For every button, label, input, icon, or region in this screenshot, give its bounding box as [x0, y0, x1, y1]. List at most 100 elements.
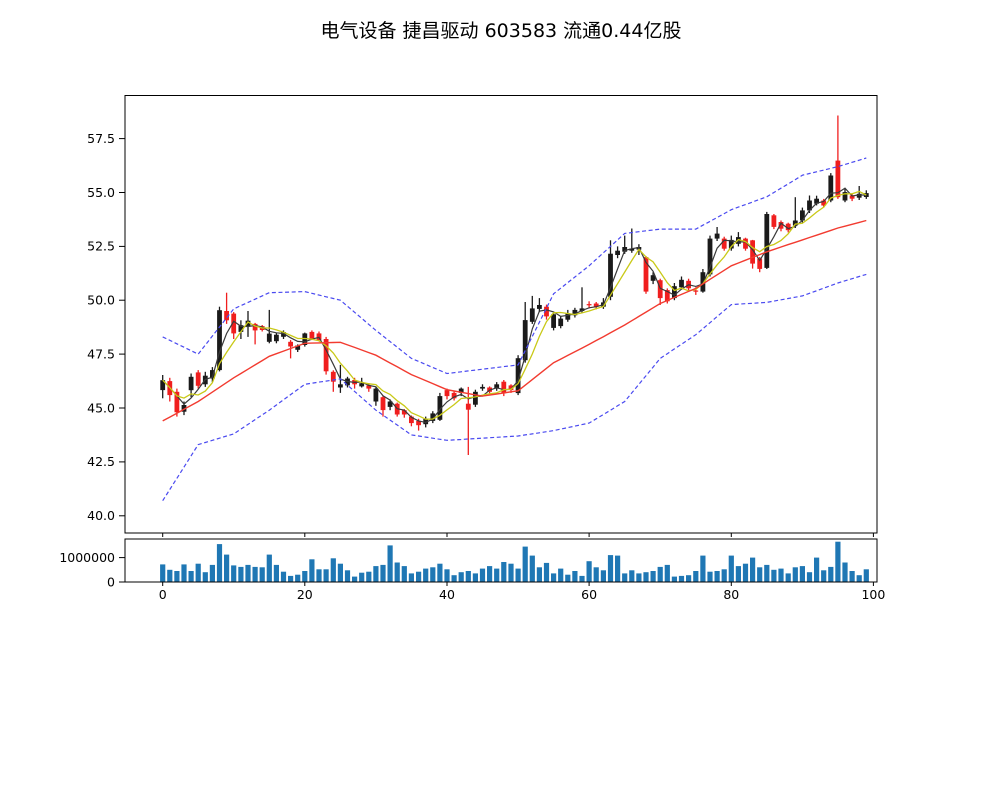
volume-bar: [167, 569, 173, 582]
candle-down: [323, 339, 329, 372]
candle-up: [274, 334, 279, 342]
volume-bar: [458, 572, 464, 582]
candle-up: [238, 325, 244, 332]
volume-bar: [224, 554, 230, 582]
volume-bar: [700, 555, 706, 582]
candle-down: [643, 257, 649, 292]
volume-bar: [174, 571, 180, 582]
volume-bar: [579, 575, 585, 582]
candle-up: [302, 333, 308, 345]
candle-up: [217, 310, 222, 371]
x-tick-label: 60: [581, 587, 597, 602]
volume-bar: [280, 571, 287, 582]
candle-up: [515, 358, 521, 394]
candle-up: [792, 220, 798, 226]
volume-bar: [401, 566, 407, 582]
candle-up: [800, 210, 805, 221]
candle-down: [451, 392, 457, 399]
volume-bar: [451, 575, 457, 582]
volume-bar: [771, 569, 777, 582]
volume-bar: [735, 566, 741, 582]
candle-up: [480, 386, 485, 389]
candle-up: [537, 305, 542, 309]
candle-down: [664, 290, 670, 302]
volume-bar: [352, 576, 358, 582]
volume-bar: [529, 555, 535, 582]
price-tick-label: 42.5: [87, 454, 115, 469]
volume-bar: [572, 571, 578, 582]
volume-bar: [387, 545, 393, 582]
x-tick-label: 100: [861, 587, 885, 602]
candle-up: [828, 175, 834, 201]
candle-up: [529, 308, 535, 322]
price-tick-label: 40.0: [87, 508, 115, 523]
volume-bar: [565, 574, 571, 582]
volume-bar: [629, 570, 635, 582]
candle-down: [785, 223, 791, 231]
volume-bar: [728, 555, 734, 582]
candle-up: [181, 405, 187, 412]
volume-bar: [764, 564, 770, 582]
volume-bar: [330, 558, 336, 582]
volume-bar: [757, 567, 763, 582]
volume-bar: [181, 564, 187, 582]
volume-bar: [551, 573, 557, 582]
candle-up: [494, 384, 500, 389]
candle-down: [586, 304, 592, 306]
volume-tick-label: 0: [107, 574, 115, 589]
volume-bar: [188, 571, 194, 582]
volume-bar: [380, 564, 386, 582]
volume-bar: [216, 544, 223, 582]
candle-down: [224, 311, 229, 321]
candle-up: [245, 320, 251, 327]
volume-bar: [288, 575, 294, 582]
volume-bar: [487, 566, 493, 582]
candle-down: [444, 390, 450, 397]
volume-bar: [522, 546, 528, 582]
volume-bar: [309, 559, 315, 582]
volume-bar: [842, 562, 848, 582]
volume-bar: [444, 569, 450, 582]
volume-bar: [607, 555, 614, 582]
candle-up: [615, 250, 620, 255]
volume-bar: [600, 570, 606, 582]
volume-bar: [814, 557, 820, 582]
volume-bar: [643, 572, 649, 582]
volume-bar: [344, 570, 351, 582]
candle-up: [210, 370, 215, 379]
volume-bar: [750, 557, 756, 582]
candle-up: [622, 247, 628, 252]
volume-bar: [266, 554, 272, 582]
candle-up: [814, 198, 819, 204]
volume-bar: [273, 564, 279, 582]
candle-down: [778, 222, 784, 229]
candle-up: [728, 239, 734, 249]
candle-up: [281, 332, 286, 337]
x-tick-label: 0: [159, 587, 167, 602]
candle-up: [359, 383, 365, 387]
candle-down: [231, 313, 237, 334]
volume-bar: [806, 572, 813, 582]
volume-bar: [238, 566, 244, 582]
candle-down: [501, 381, 507, 394]
volume-panel-frame: [124, 538, 878, 583]
candle-up: [764, 214, 770, 268]
volume-bar: [636, 573, 642, 582]
candle-up: [572, 309, 578, 316]
candle-down: [657, 280, 663, 299]
volume-bar: [785, 573, 791, 582]
volume-bar: [721, 569, 727, 582]
volume-bar: [536, 567, 542, 582]
volume-bar: [195, 563, 201, 582]
volume-bar: [671, 576, 677, 582]
volume-bar: [543, 562, 550, 582]
candle-down: [195, 372, 201, 386]
volume-bar: [472, 573, 478, 582]
volume-bar: [863, 569, 869, 582]
candle-up: [387, 401, 393, 407]
candle-up: [458, 388, 464, 393]
volume-bar: [323, 569, 329, 582]
candle-up: [700, 272, 706, 292]
candle-up: [338, 384, 343, 388]
